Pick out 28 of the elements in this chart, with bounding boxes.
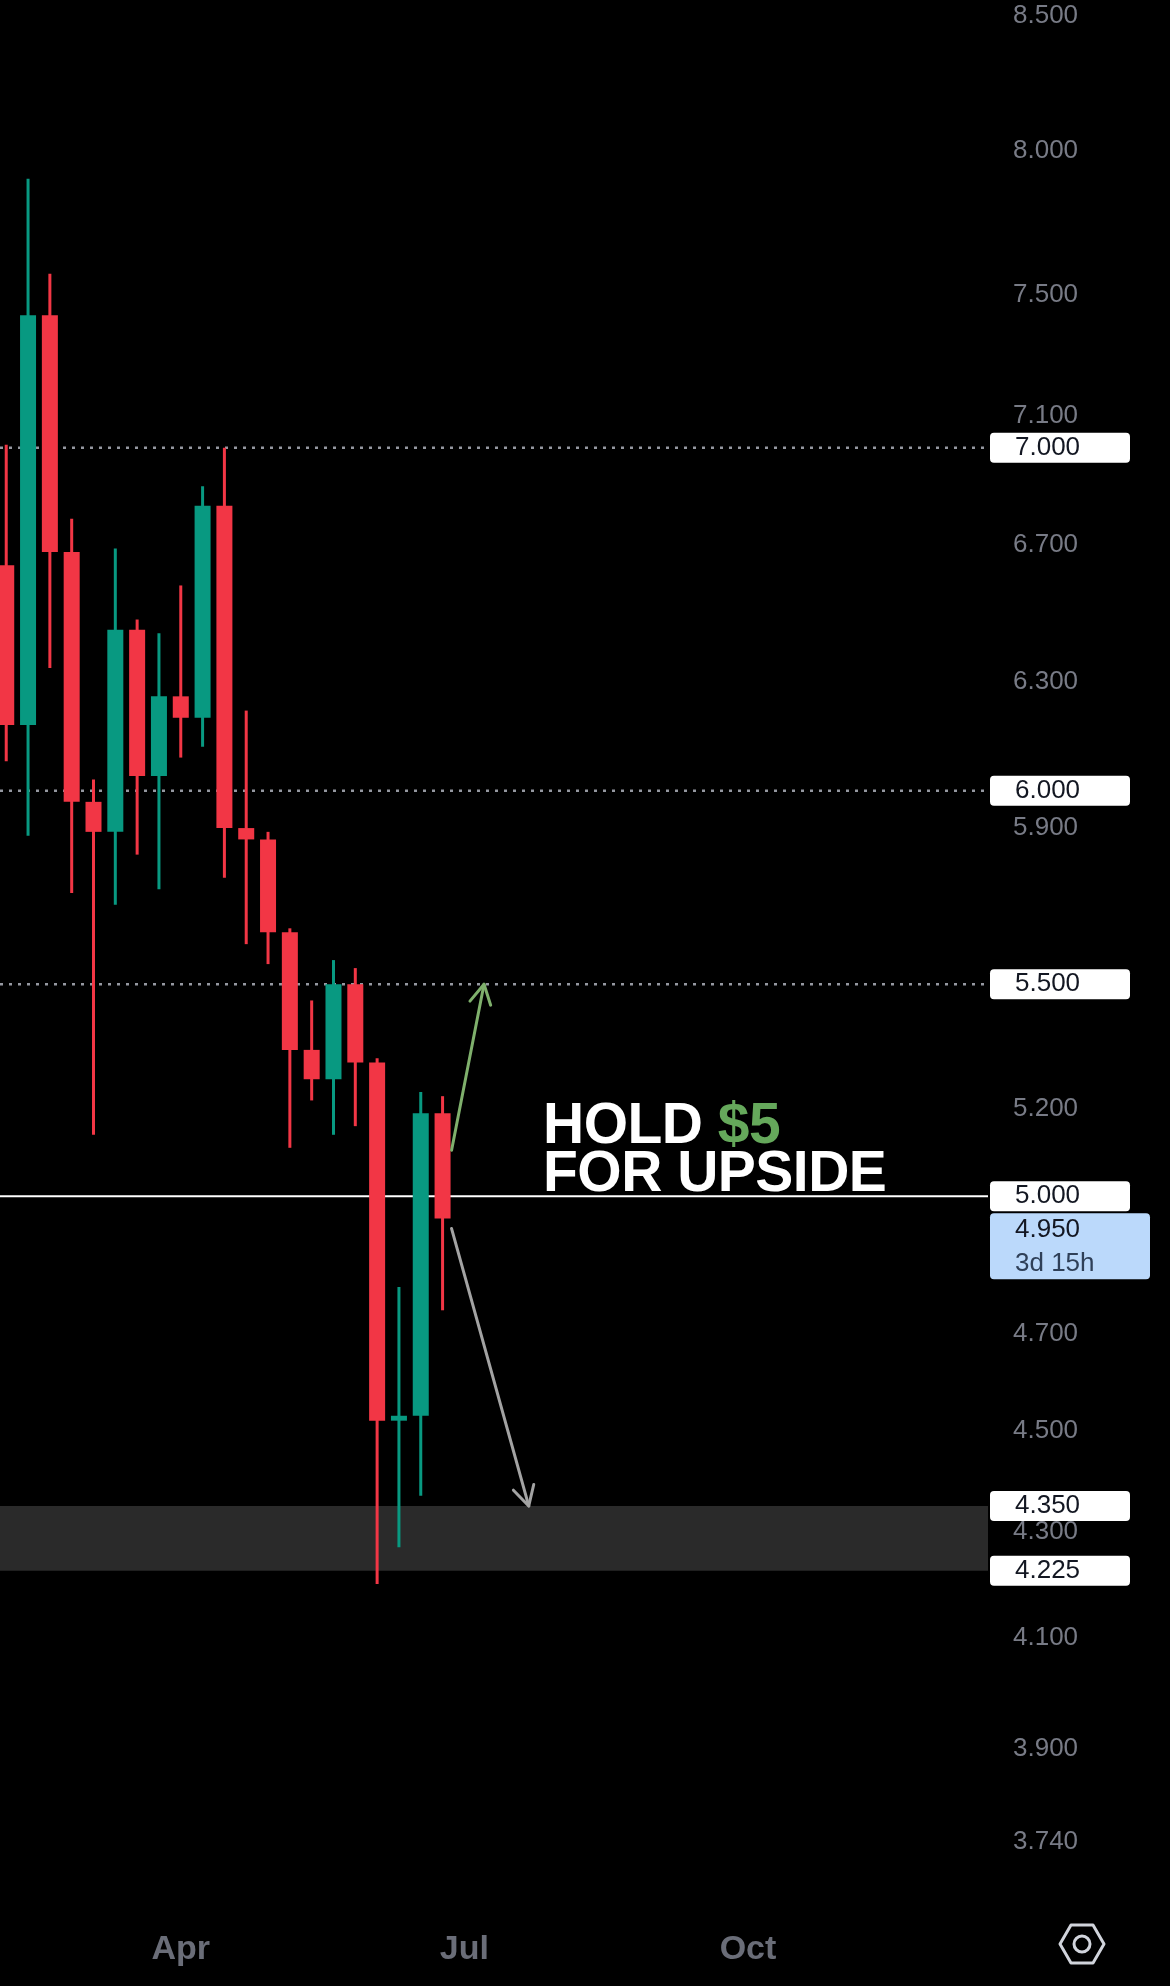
y-tick-label: 3.900 (1013, 1732, 1079, 1762)
text: 4.950 (1015, 1213, 1081, 1244)
ref-line-label: 7.000 (1015, 431, 1081, 462)
x-tick-label: Jul (439, 1927, 489, 1966)
text: 3d 15h (1015, 1247, 1095, 1278)
y-tick-label: 7.100 (1013, 399, 1079, 430)
y-tick-label: 5.900 (1013, 811, 1079, 842)
y-tick-label: 7.500 (1013, 277, 1079, 308)
y-tick-label: 8.000 (1013, 134, 1079, 165)
x-tick-label: Apr (151, 1927, 211, 1966)
y-tick-label: 6.300 (1013, 665, 1079, 696)
y-tick-label: 4.500 (1013, 1413, 1079, 1444)
candlestick (172, 585, 189, 758)
y-tick-label: 4.100 (1013, 1620, 1079, 1651)
y-tick-label: 6.700 (1013, 528, 1079, 559)
candlestick (390, 1287, 407, 1549)
y-tick-label: 3.740 (1013, 1825, 1079, 1856)
y-tick-label: 5.200 (1013, 1092, 1079, 1123)
candlestick (238, 710, 255, 946)
ref-line-label: 5.000 (1015, 1179, 1081, 1210)
text: 4.225 (1015, 1553, 1081, 1584)
ref-line-label: 6.000 (1015, 773, 1081, 804)
y-tick-label: 8.500 (1013, 0, 1079, 30)
ref-line-label: 5.500 (1015, 967, 1081, 998)
candlestick (85, 779, 102, 1135)
x-tick-label: Oct (719, 1927, 777, 1966)
y-tick-label: 4.700 (1013, 1317, 1079, 1347)
annotation: HOLD $5 FOR UPSIDE (543, 1091, 887, 1203)
